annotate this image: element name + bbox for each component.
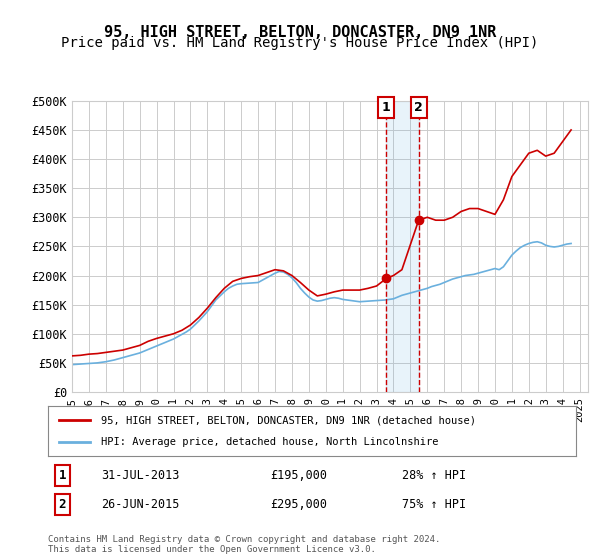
- Text: 26-JUN-2015: 26-JUN-2015: [101, 498, 179, 511]
- Text: 2: 2: [59, 498, 66, 511]
- Text: 1: 1: [59, 469, 66, 482]
- Text: HPI: Average price, detached house, North Lincolnshire: HPI: Average price, detached house, Nort…: [101, 437, 438, 447]
- Text: Price paid vs. HM Land Registry's House Price Index (HPI): Price paid vs. HM Land Registry's House …: [61, 36, 539, 50]
- Text: 95, HIGH STREET, BELTON, DONCASTER, DN9 1NR (detached house): 95, HIGH STREET, BELTON, DONCASTER, DN9 …: [101, 415, 476, 425]
- Text: 28% ↑ HPI: 28% ↑ HPI: [402, 469, 466, 482]
- Text: 31-JUL-2013: 31-JUL-2013: [101, 469, 179, 482]
- Text: 95, HIGH STREET, BELTON, DONCASTER, DN9 1NR: 95, HIGH STREET, BELTON, DONCASTER, DN9 …: [104, 25, 496, 40]
- Text: 1: 1: [382, 101, 391, 114]
- Bar: [386, 101, 419, 392]
- Text: Contains HM Land Registry data © Crown copyright and database right 2024.
This d: Contains HM Land Registry data © Crown c…: [48, 535, 440, 554]
- Text: 75% ↑ HPI: 75% ↑ HPI: [402, 498, 466, 511]
- Text: £295,000: £295,000: [270, 498, 327, 511]
- Text: £195,000: £195,000: [270, 469, 327, 482]
- Text: 2: 2: [414, 101, 423, 114]
